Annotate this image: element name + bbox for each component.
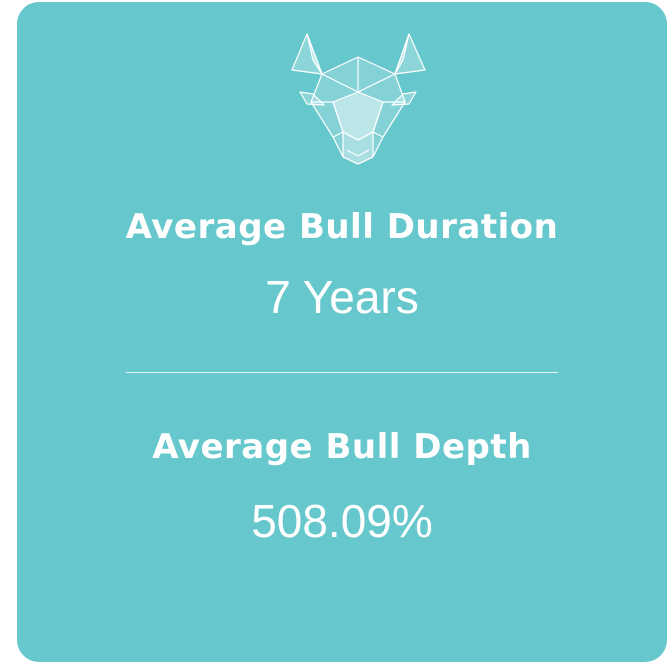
stat-label: Average Bull Depth: [152, 427, 532, 467]
divider: [126, 372, 558, 373]
page: {"stats": [ {"label": "Average Bull Dura…: [17, 2, 667, 662]
muzzle: [342, 131, 374, 165]
nose: [346, 149, 370, 157]
right-horn-inner: [394, 33, 410, 75]
bull-icon: [291, 33, 426, 165]
left-horn-inner: [306, 33, 323, 75]
stats-card: Average Bull Duration 7 Years Average Bu…: [17, 2, 667, 662]
left-cheek: [311, 101, 344, 138]
stat-label: Average Bull Duration: [125, 207, 559, 247]
stat-value: 508.09%: [251, 495, 433, 547]
stat-value: 7 Years: [265, 271, 419, 323]
right-horn: [394, 33, 426, 75]
right-cheek: [372, 101, 405, 138]
